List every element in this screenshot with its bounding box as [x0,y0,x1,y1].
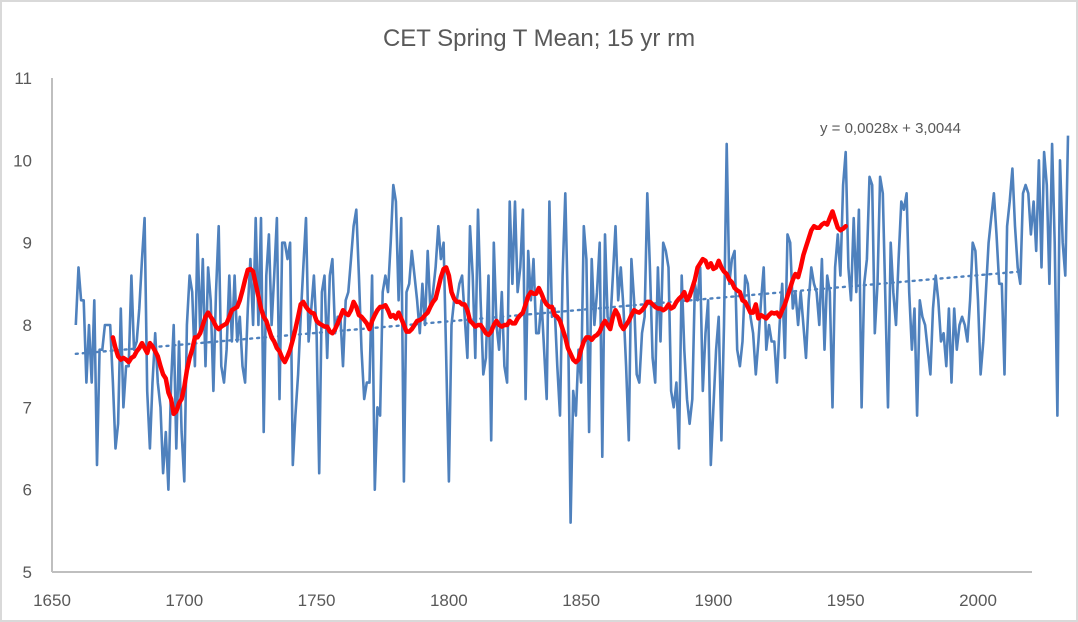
y-tick-label: 9 [23,234,32,253]
x-tick-label: 1900 [695,591,733,610]
series-line-annual [74,135,1070,524]
x-tick-labels: 1650 1700 1750 1800 1850 1900 1950 2000 [33,591,997,610]
x-tick-label: 1950 [827,591,865,610]
y-tick-label: 11 [14,69,32,88]
x-tick-label: 1850 [562,591,600,610]
y-tick-label: 8 [23,316,32,335]
series-line-running-mean [110,209,848,417]
x-tick-label: 1650 [33,591,71,610]
y-tick-label: 10 [13,151,32,170]
y-tick-label: 5 [23,563,32,582]
y-tick-label: 7 [23,398,32,417]
x-tick-label: 1700 [165,591,203,610]
x-tick-label: 1750 [298,591,336,610]
series-layer [74,135,1070,524]
chart-title: CET Spring T Mean; 15 yr rm [383,25,695,52]
x-tick-label: 2000 [959,591,997,610]
trendline-equation: y = 0,0028x + 3,0044 [820,120,961,137]
trendline [74,270,1022,356]
axes [51,78,1032,573]
y-tick-labels: 5 6 7 8 9 10 11 [13,69,32,582]
y-tick-label: 6 [23,481,32,500]
x-tick-label: 1800 [430,591,468,610]
